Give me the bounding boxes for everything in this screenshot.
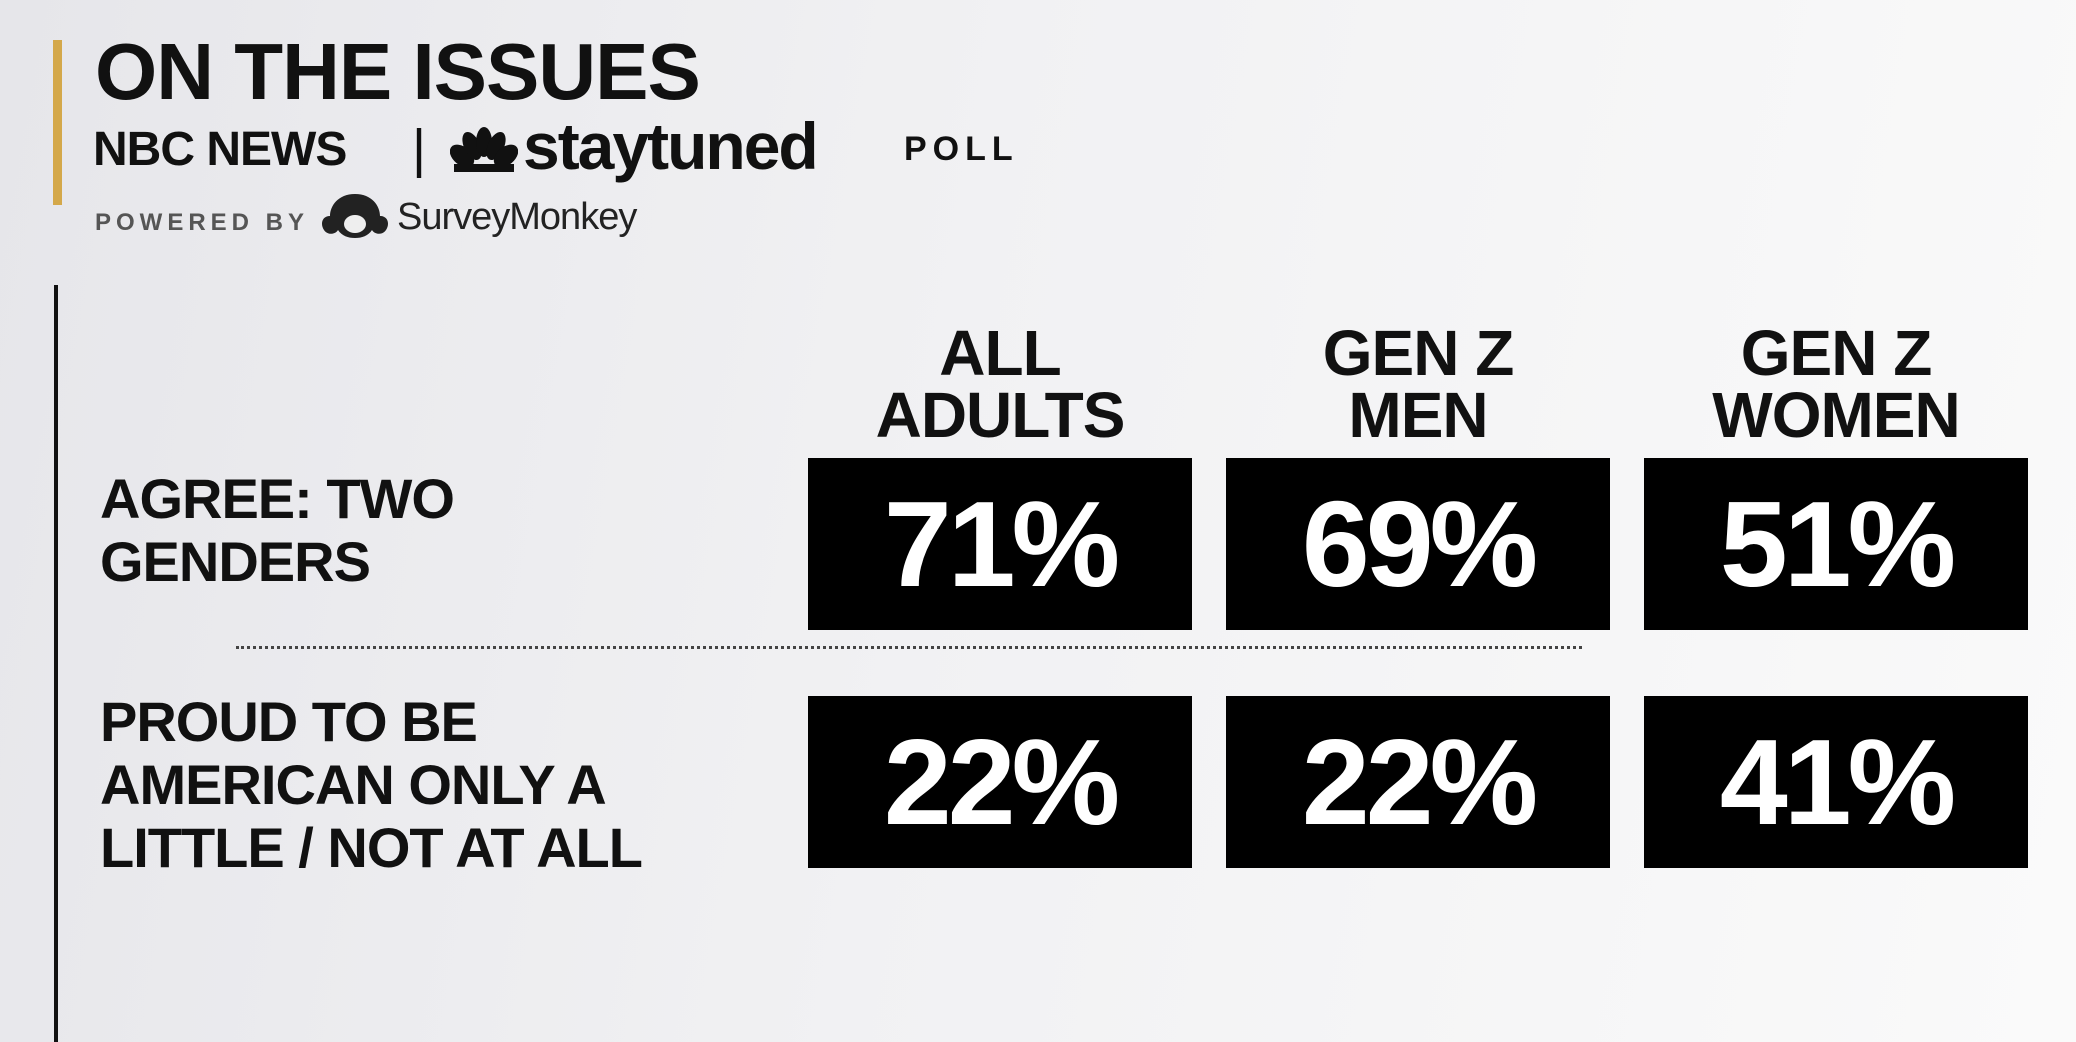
accent-bar bbox=[53, 40, 62, 205]
row-separator bbox=[236, 646, 1582, 649]
value-cell: 22% bbox=[1226, 696, 1610, 868]
powered-by: POWERED BY bbox=[95, 209, 310, 236]
label-line: GENDERS bbox=[100, 530, 371, 593]
row-label: AGREE: TWO GENDERS bbox=[100, 467, 455, 593]
divider-line bbox=[54, 285, 58, 1042]
column-header: ALL ADULTS bbox=[808, 317, 1192, 451]
header-line: ADULTS bbox=[875, 379, 1126, 451]
label-line: PROUD TO BE bbox=[100, 690, 478, 753]
column-header: GEN Z WOMEN bbox=[1644, 317, 2028, 451]
header-line: GEN Z bbox=[1322, 317, 1515, 389]
value-cell: 22% bbox=[808, 696, 1192, 868]
label-line: LITTLE / NOT AT ALL bbox=[100, 816, 643, 879]
label-line: AMERICAN ONLY A bbox=[100, 753, 607, 816]
poll-label: POLL bbox=[904, 130, 1019, 168]
monkey-icon bbox=[322, 194, 388, 238]
row-label: PROUD TO BE AMERICAN ONLY A LITTLE / NOT A… bbox=[100, 690, 643, 879]
column-header: GEN Z MEN bbox=[1226, 317, 1610, 451]
label-line: AGREE: TWO bbox=[100, 467, 455, 530]
value-cell: 51% bbox=[1644, 458, 2028, 630]
header-line: ALL bbox=[939, 317, 1061, 389]
value-cell: 71% bbox=[808, 458, 1192, 630]
header-line: GEN Z bbox=[1740, 317, 1933, 389]
separator: | bbox=[412, 119, 427, 179]
value-cell: 69% bbox=[1226, 458, 1610, 630]
header-line: WOMEN bbox=[1712, 379, 1960, 451]
header-line: MEN bbox=[1348, 379, 1488, 451]
program-name: staytuned bbox=[523, 109, 819, 183]
partner-name: SurveyMonkey bbox=[397, 196, 637, 238]
value-cell: 41% bbox=[1644, 696, 2028, 868]
peacock-icon bbox=[450, 127, 518, 172]
title: ON THE ISSUES bbox=[95, 27, 701, 116]
brand: NBC NEWS bbox=[93, 123, 347, 176]
